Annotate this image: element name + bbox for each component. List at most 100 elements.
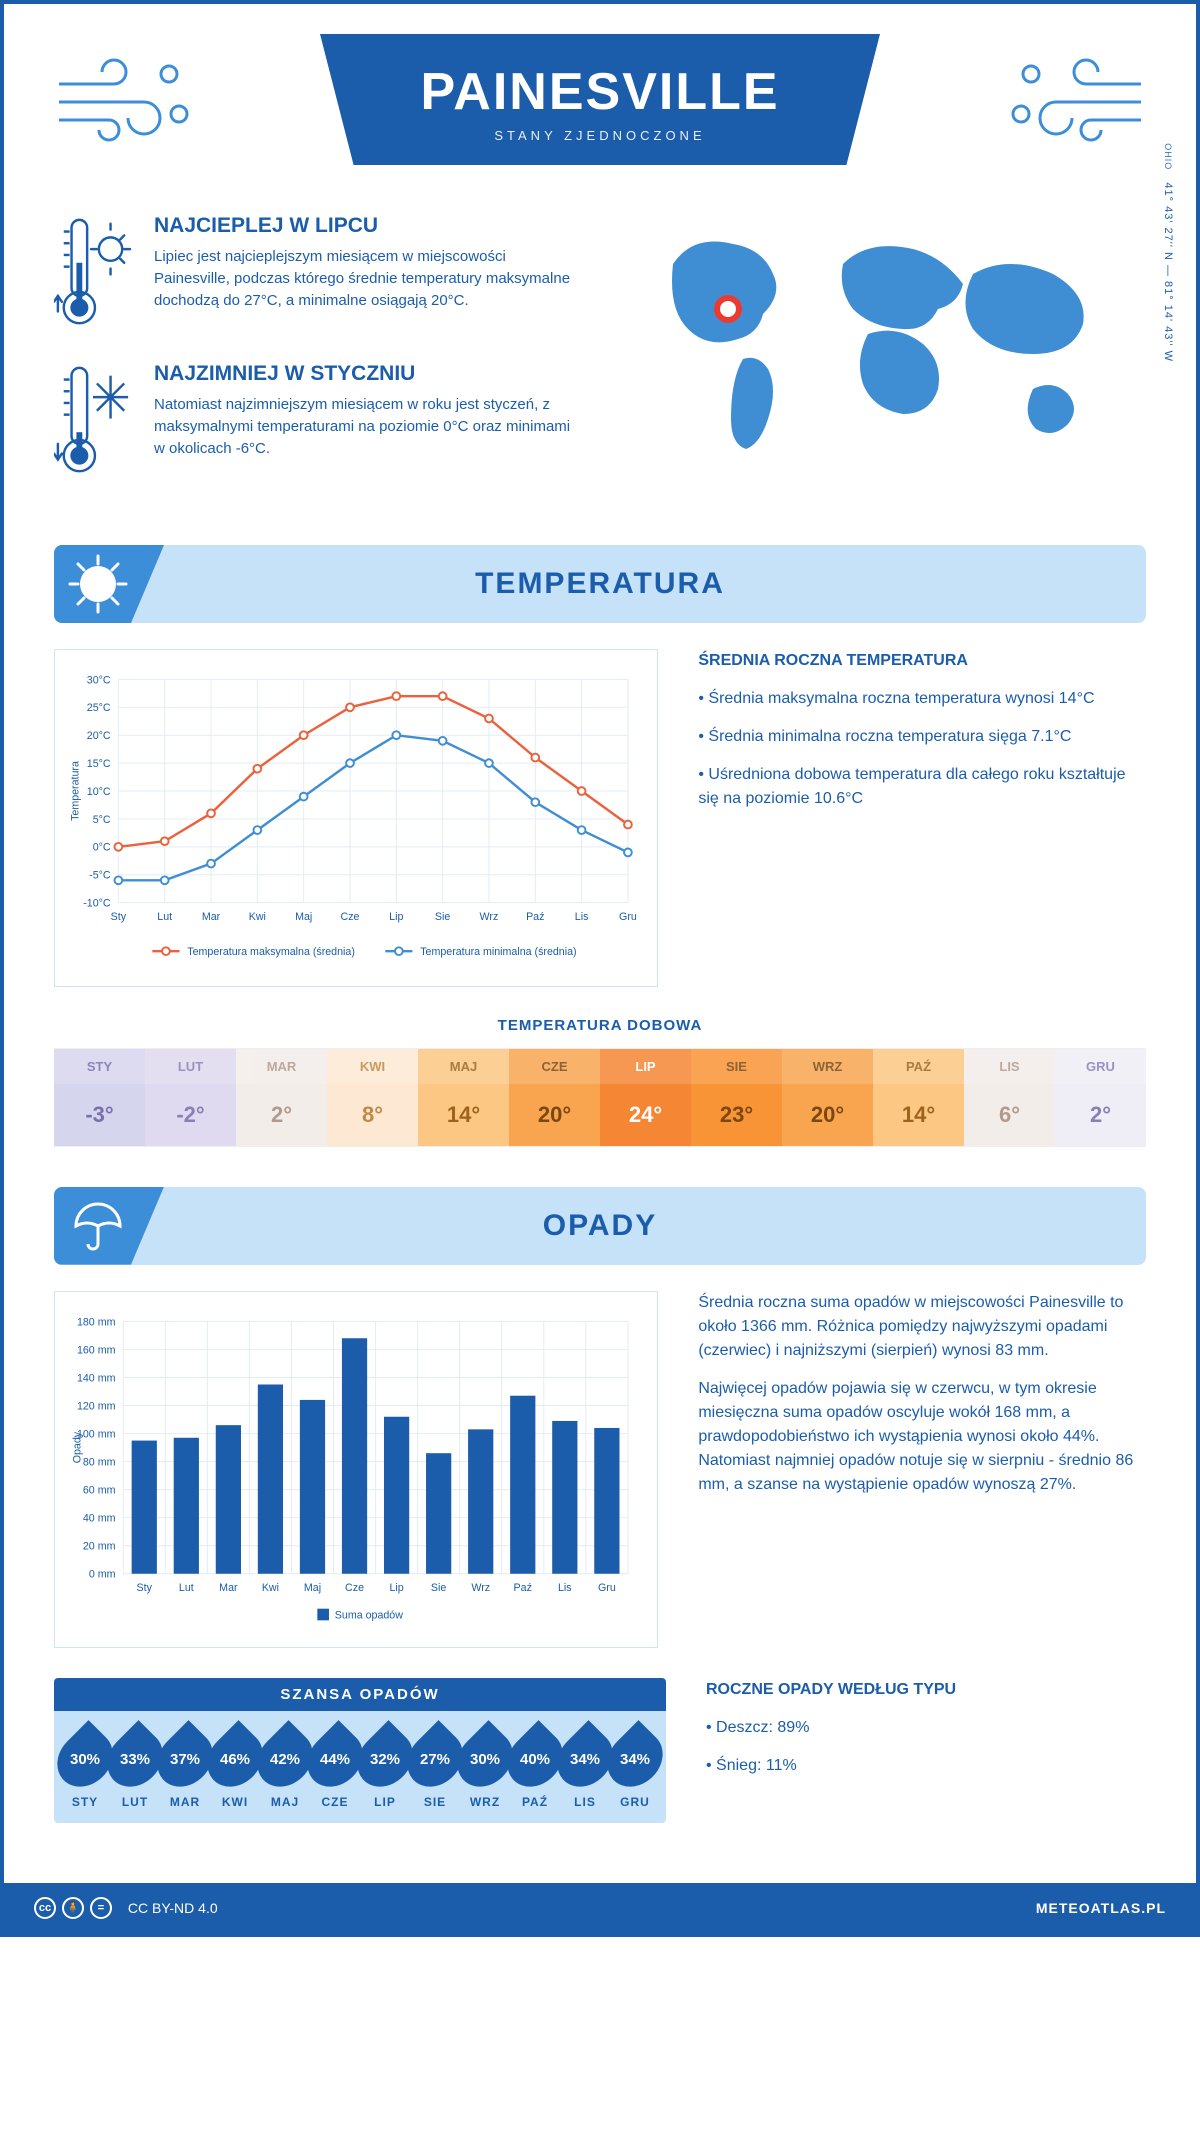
precipitation-chance-grid: 30%STY33%LUT37%MAR46%KWI42%MAJ44%CZE32%L… <box>54 1711 666 1823</box>
svg-text:Lis: Lis <box>575 911 589 923</box>
svg-text:Sie: Sie <box>435 911 450 923</box>
svg-text:Paź: Paź <box>514 1582 532 1594</box>
wind-icon <box>54 54 194 149</box>
svg-text:Maj: Maj <box>295 911 312 923</box>
svg-text:30°C: 30°C <box>87 674 111 686</box>
world-map <box>620 214 1146 474</box>
chance-cell: 40%PAŹ <box>510 1729 560 1809</box>
cc-icon: cc <box>34 1897 56 1919</box>
svg-text:Gru: Gru <box>619 911 637 923</box>
daily-temp-cell: PAŹ14° <box>873 1049 964 1146</box>
svg-text:0 mm: 0 mm <box>89 1568 116 1580</box>
svg-text:180 mm: 180 mm <box>77 1316 116 1328</box>
city-name: PAINESVILLE <box>320 62 880 122</box>
intro-row: NAJCIEPLEJ W LIPCU Lipiec jest najcieple… <box>54 214 1146 510</box>
daily-temp-cell: GRU2° <box>1055 1049 1146 1146</box>
temperature-chart: -10°C-5°C0°C5°C10°C15°C20°C25°C30°CStyLu… <box>54 649 658 987</box>
by-icon: 🧍 <box>62 1897 84 1919</box>
svg-text:Suma opadów: Suma opadów <box>335 1609 403 1621</box>
hot-title: NAJCIEPLEJ W LIPCU <box>154 214 580 238</box>
daily-temp-cell: LIP24° <box>600 1049 691 1146</box>
svg-text:Mar: Mar <box>202 911 221 923</box>
page: PAINESVILLE STANY ZJEDNOCZONE <box>0 0 1200 1937</box>
svg-text:25°C: 25°C <box>87 702 111 714</box>
svg-text:Lis: Lis <box>558 1582 572 1594</box>
precipitation-chart: 0 mm20 mm40 mm60 mm80 mm100 mm120 mm140 … <box>54 1291 658 1648</box>
svg-text:Gru: Gru <box>598 1582 616 1594</box>
umbrella-icon <box>68 1196 128 1256</box>
site-name: METEOATLAS.PL <box>1036 1900 1166 1916</box>
daily-temp-cell: MAR2° <box>236 1049 327 1146</box>
svg-text:Sty: Sty <box>111 911 127 923</box>
location-marker <box>717 298 739 320</box>
sun-icon <box>68 554 128 614</box>
svg-text:80 mm: 80 mm <box>83 1456 116 1468</box>
chance-cell: 34%GRU <box>610 1729 660 1809</box>
license: cc 🧍 = CC BY-ND 4.0 <box>34 1897 218 1919</box>
hot-block: NAJCIEPLEJ W LIPCU Lipiec jest najcieple… <box>54 214 580 336</box>
chance-cell: 30%STY <box>60 1729 110 1809</box>
thermometer-cold-icon <box>54 362 132 484</box>
temperature-info: ŚREDNIA ROCZNA TEMPERATURA • Średnia mak… <box>698 649 1146 987</box>
world-map-container: OHIO 41° 43' 27'' N — 81° 14' 43'' W <box>620 214 1146 510</box>
svg-text:Opady: Opady <box>72 1431 84 1463</box>
chance-cell: 34%LIS <box>560 1729 610 1809</box>
svg-text:Kwi: Kwi <box>262 1582 279 1594</box>
svg-text:60 mm: 60 mm <box>83 1484 116 1496</box>
svg-text:Sty: Sty <box>137 1582 153 1594</box>
svg-text:Cze: Cze <box>345 1582 364 1594</box>
daily-temp-cell: MAJ14° <box>418 1049 509 1146</box>
precipitation-info: Średnia roczna suma opadów w miejscowośc… <box>698 1291 1146 1648</box>
footer: cc 🧍 = CC BY-ND 4.0 METEOATLAS.PL <box>4 1883 1196 1933</box>
svg-text:-10°C: -10°C <box>83 898 111 910</box>
daily-temp-cell: STY-3° <box>54 1049 145 1146</box>
coordinates: OHIO 41° 43' 27'' N — 81° 14' 43'' W <box>1162 143 1174 362</box>
svg-text:Temperatura minimalna (średnia: Temperatura minimalna (średnia) <box>420 946 576 958</box>
chance-cell: 37%MAR <box>160 1729 210 1809</box>
temperature-title: TEMPERATURA <box>475 567 725 600</box>
precipitation-title: OPADY <box>543 1209 657 1242</box>
svg-text:Temperatura maksymalna (średni: Temperatura maksymalna (średnia) <box>187 946 355 958</box>
svg-text:Temperatura: Temperatura <box>70 761 82 821</box>
svg-text:10°C: 10°C <box>87 786 111 798</box>
svg-text:160 mm: 160 mm <box>77 1344 116 1356</box>
chance-title: SZANSA OPADÓW <box>54 1678 666 1711</box>
daily-temp-cell: LUT-2° <box>145 1049 236 1146</box>
wind-icon <box>1006 54 1146 149</box>
daily-temp-title: TEMPERATURA DOBOWA <box>54 1017 1146 1034</box>
svg-text:Sie: Sie <box>431 1582 446 1594</box>
daily-temp-cell: LIS6° <box>964 1049 1055 1146</box>
svg-text:120 mm: 120 mm <box>77 1400 116 1412</box>
svg-text:Paź: Paź <box>526 911 544 923</box>
svg-text:5°C: 5°C <box>93 814 111 826</box>
svg-text:Cze: Cze <box>341 911 360 923</box>
nd-icon: = <box>90 1897 112 1919</box>
daily-temp-cell: SIE23° <box>691 1049 782 1146</box>
svg-text:Lut: Lut <box>179 1582 194 1594</box>
daily-temp-cell: CZE20° <box>509 1049 600 1146</box>
chance-cell: 33%LUT <box>110 1729 160 1809</box>
header: PAINESVILLE STANY ZJEDNOCZONE <box>54 34 1146 184</box>
svg-text:140 mm: 140 mm <box>77 1372 116 1384</box>
country-name: STANY ZJEDNOCZONE <box>320 128 880 143</box>
chance-cell: 42%MAJ <box>260 1729 310 1809</box>
svg-text:15°C: 15°C <box>87 758 111 770</box>
svg-text:40 mm: 40 mm <box>83 1512 116 1524</box>
cold-text: Natomiast najzimniejszym miesiącem w rok… <box>154 394 580 459</box>
svg-text:Lip: Lip <box>389 911 403 923</box>
svg-text:-5°C: -5°C <box>89 870 111 882</box>
daily-temp-table: STY-3°LUT-2°MAR2°KWI8°MAJ14°CZE20°LIP24°… <box>54 1048 1146 1147</box>
chance-cell: 30%WRZ <box>460 1729 510 1809</box>
title-banner: PAINESVILLE STANY ZJEDNOCZONE <box>320 34 880 165</box>
chance-cell: 46%KWI <box>210 1729 260 1809</box>
precipitation-type-info: ROCZNE OPADY WEDŁUG TYPU • Deszcz: 89% •… <box>706 1678 1146 1823</box>
hot-text: Lipiec jest najcieplejszym miesiącem w m… <box>154 246 580 311</box>
svg-text:Kwi: Kwi <box>249 911 266 923</box>
chance-cell: 44%CZE <box>310 1729 360 1809</box>
svg-text:20 mm: 20 mm <box>83 1540 116 1552</box>
svg-text:Mar: Mar <box>219 1582 238 1594</box>
svg-text:Wrz: Wrz <box>471 1582 490 1594</box>
temperature-section-banner: TEMPERATURA <box>54 545 1146 623</box>
chance-cell: 27%SIE <box>410 1729 460 1809</box>
chance-cell: 32%LIP <box>360 1729 410 1809</box>
